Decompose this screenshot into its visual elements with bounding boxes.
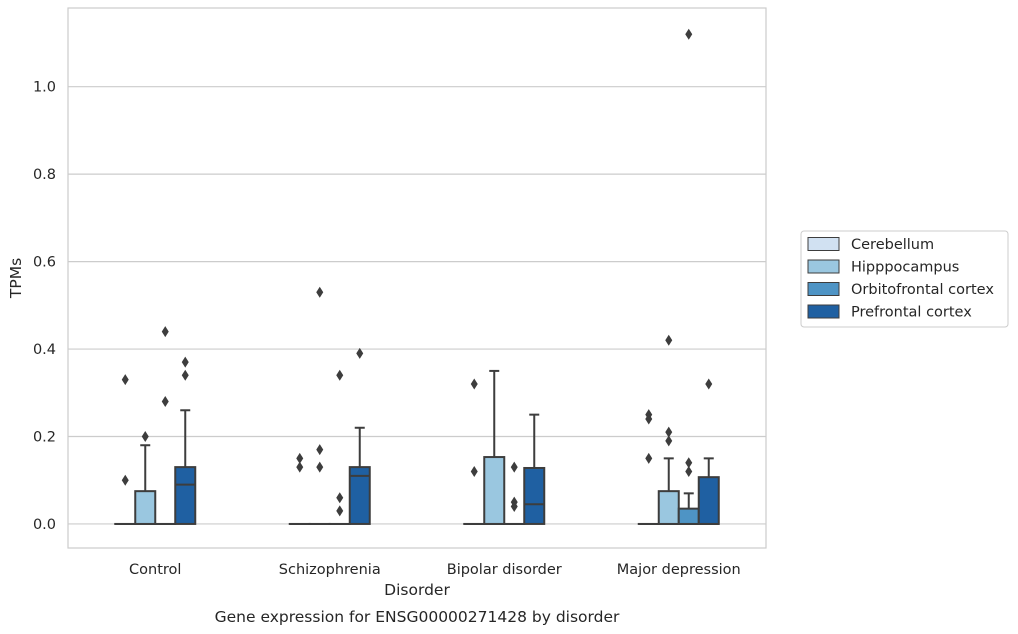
- outlier-point: [336, 369, 344, 381]
- outlier-point: [161, 326, 169, 338]
- outlier-point: [181, 356, 189, 368]
- outlier-point: [296, 452, 304, 464]
- outlier-point: [665, 435, 673, 447]
- legend-swatch: [807, 259, 840, 274]
- box-body: [677, 507, 700, 525]
- x-tick-label: Major depression: [617, 562, 741, 578]
- box-group: [483, 369, 506, 525]
- outlier-point: [121, 374, 129, 386]
- box-body: [483, 456, 506, 525]
- legend-label: Orbitofrontal cortex: [851, 282, 994, 298]
- legend-label: Prefrontal cortex: [851, 305, 972, 321]
- box-group: [677, 28, 700, 525]
- box-group: [328, 369, 351, 525]
- outlier-point: [296, 461, 304, 473]
- box-body: [657, 490, 680, 525]
- x-tick-labels: Control Schizophrenia Bipolar disorder Majo…: [129, 562, 741, 578]
- legend-label: Cerebellum: [851, 237, 934, 253]
- y-tick-label: 0.2: [33, 430, 56, 446]
- boxes: [114, 28, 720, 525]
- box-group: [174, 356, 197, 525]
- outlier-point: [685, 465, 693, 477]
- outlier-point: [181, 369, 189, 381]
- y-tick-label: 0.4: [33, 342, 56, 358]
- plot-frame: [67, 7, 767, 549]
- outlier-point: [665, 334, 673, 346]
- y-tick-label: 0.6: [33, 255, 56, 271]
- outlier-point: [510, 500, 518, 512]
- box-body: [523, 466, 546, 525]
- box-group: [657, 334, 680, 525]
- legend-label: Hipppocampus: [851, 260, 959, 276]
- x-tick-label: Control: [129, 562, 181, 578]
- box-body: [134, 490, 157, 525]
- outlier-point: [510, 461, 518, 473]
- y-tick-label: 0.0: [33, 517, 56, 533]
- outlier-point: [645, 413, 653, 425]
- y-tick-labels: 0.0 0.2 0.4 0.6 0.8 1.0: [33, 80, 56, 533]
- y-axis-label: TPMs: [7, 258, 25, 299]
- box-group: [308, 286, 331, 525]
- y-tick-label: 0.8: [33, 167, 56, 183]
- legend-swatch: [807, 282, 840, 296]
- box-group: [503, 461, 526, 525]
- outlier-point: [316, 461, 324, 473]
- x-tick-label: Bipolar disorder: [447, 562, 562, 578]
- outlier-point: [161, 396, 169, 408]
- outlier-point: [645, 452, 653, 464]
- outlier-point: [470, 465, 478, 477]
- box-body: [697, 476, 720, 525]
- x-axis-label: Disorder: [384, 581, 450, 599]
- chart-caption: Gene expression for ENSG00000271428 by d…: [215, 608, 620, 626]
- outlier-point: [316, 444, 324, 456]
- box-group: [114, 374, 137, 525]
- legend-swatch: [807, 237, 840, 251]
- box-group: [288, 452, 311, 525]
- box-body: [348, 466, 371, 525]
- outlier-point: [356, 347, 364, 359]
- box-group: [697, 378, 720, 525]
- outlier-point: [316, 286, 324, 298]
- box-group: [134, 431, 157, 525]
- grid-lines: [68, 86, 766, 525]
- outlier-point: [336, 505, 344, 517]
- box-body: [174, 466, 197, 525]
- y-tick-label: 1.0: [33, 80, 56, 96]
- x-tick-label: Schizophrenia: [279, 562, 381, 578]
- outlier-point: [141, 431, 149, 443]
- outlier-point: [336, 492, 344, 504]
- box-group: [348, 347, 371, 525]
- outlier-point: [665, 426, 673, 438]
- box-group: [637, 409, 660, 525]
- outlier-point: [121, 474, 129, 486]
- outlier-point: [470, 378, 478, 390]
- outlier-point: [685, 457, 693, 469]
- legend-frame: [800, 230, 1009, 328]
- legend: Cerebellum Hipppocampus Orbitofrontal cort…: [800, 230, 1009, 328]
- box-group: [154, 326, 177, 525]
- legend-swatch: [807, 304, 840, 319]
- outlier-point: [705, 378, 713, 390]
- box-group: [523, 413, 546, 525]
- box-group: [463, 378, 486, 525]
- outlier-point: [685, 28, 693, 40]
